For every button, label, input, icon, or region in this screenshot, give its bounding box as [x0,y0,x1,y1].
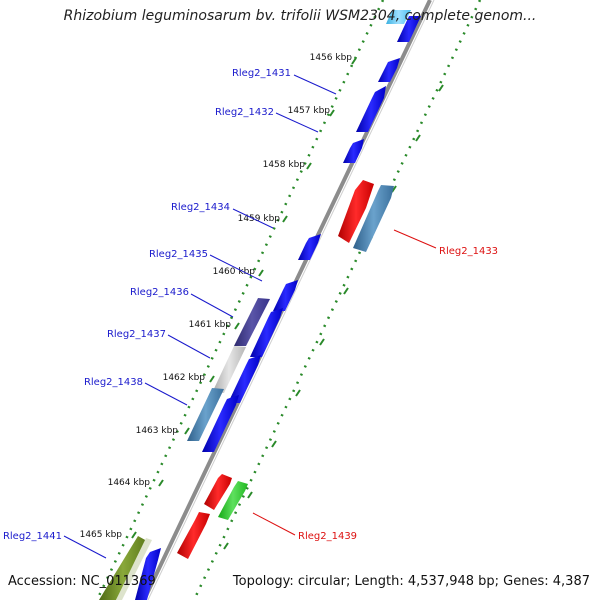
gene-labels: Rleg2_1431 Rleg2_1432 Rleg2_1433 Rleg2_1… [3,68,498,542]
feature-rleg2-1431[interactable] [378,58,400,82]
feature-rleg2-1437[interactable] [228,355,261,403]
tick-mark [131,531,137,539]
outer-tick [271,440,277,448]
label-leaders [63,74,437,559]
map-title: Rhizobium leguminosarum bv. trifolii WSM… [63,8,537,24]
feature-red-b[interactable] [177,512,210,559]
leader-line [293,74,337,95]
tick-label: 1459 kbp [238,214,281,224]
outer-tick [319,338,325,346]
topology-summary: Topology: circular; Length: 4,537,948 bp… [232,574,590,589]
gene-label-rleg2-1432[interactable]: Rleg2_1432 [215,107,274,118]
outer-dotted-track [192,0,482,600]
feature-rleg2-1438[interactable] [202,395,239,452]
backbone-shadow [147,0,435,600]
tick-label: 1457 kbp [288,106,331,116]
gene-label-rleg2-1438[interactable]: Rleg2_1438 [84,377,143,388]
leader-line [252,512,296,536]
outer-tick [438,84,444,92]
leader-line [144,382,188,406]
feature-rleg2-1435[interactable] [273,280,298,311]
tick-label: 1463 kbp [136,426,179,436]
feature-purple[interactable] [234,298,270,346]
leader-line [275,112,319,133]
tick-mark [258,269,264,277]
outer-tick [415,134,421,142]
feature-cyan-top [386,10,411,24]
tick-mark [351,57,357,65]
leader-line [63,535,107,559]
tick-mark [209,375,215,383]
tick-mark [329,109,335,117]
outer-tick [343,287,349,295]
feature-blue-b[interactable] [343,139,364,163]
gene-label-rleg2-1439[interactable]: Rleg2_1439 [298,531,357,542]
tick-label: 1460 kbp [213,267,256,277]
accession-label: Accession: NC_011369 [8,574,156,589]
tick-label: 1464 kbp [108,478,151,488]
feature-red-a[interactable] [204,474,232,510]
leader-line [209,254,263,282]
gene-label-rleg2-1437[interactable]: Rleg2_1437 [107,329,166,340]
tick-mark [234,322,240,330]
feature-blue-top [397,16,421,42]
tick-mark [282,215,288,223]
feature-blue-bottom[interactable] [135,548,161,600]
outer-tick [223,542,229,550]
reverse-strand-features [99,180,394,600]
tick-label: 1456 kbp [310,53,353,63]
feature-rleg2-1439[interactable] [218,481,248,520]
outer-tick [247,491,253,499]
feature-steel[interactable] [187,388,224,441]
gene-label-rleg2-1441[interactable]: Rleg2_1441 [3,531,62,542]
leader-line [190,293,234,318]
feature-rleg2-1434[interactable] [298,234,321,260]
leader-line [393,229,437,249]
tick-label: 1461 kbp [189,320,232,330]
gene-label-rleg2-1434[interactable]: Rleg2_1434 [171,202,230,213]
outer-tick [295,389,301,397]
gene-label-rleg2-1436[interactable]: Rleg2_1436 [130,287,189,298]
feature-rleg2-1433[interactable] [353,185,394,252]
tick-mark [158,479,164,487]
feature-rleg2-1432[interactable] [356,86,386,132]
feature-gray[interactable] [212,346,246,393]
tick-mark [306,162,312,170]
leader-line [167,334,211,359]
feature-rleg2-1436[interactable] [250,308,283,357]
forward-strand-features [135,10,421,600]
gene-label-rleg2-1435[interactable]: Rleg2_1435 [149,249,208,260]
ruler: 1456 kbp 1457 kbp 1458 kbp 1459 kbp 1460… [80,53,444,550]
feature-white-edge [116,538,152,600]
tick-label: 1465 kbp [80,530,123,540]
gene-label-rleg2-1433[interactable]: Rleg2_1433 [439,246,498,257]
gene-label-rleg2-1431[interactable]: Rleg2_1431 [232,68,291,79]
tick-mark [184,427,190,435]
leader-line [232,208,274,229]
tick-label: 1458 kbp [263,160,306,170]
tick-label: 1462 kbp [163,373,206,383]
inner-dotted-track [95,0,385,600]
feature-rleg2-1441[interactable] [99,536,147,600]
feature-rleg2-1433-red[interactable] [338,180,374,243]
